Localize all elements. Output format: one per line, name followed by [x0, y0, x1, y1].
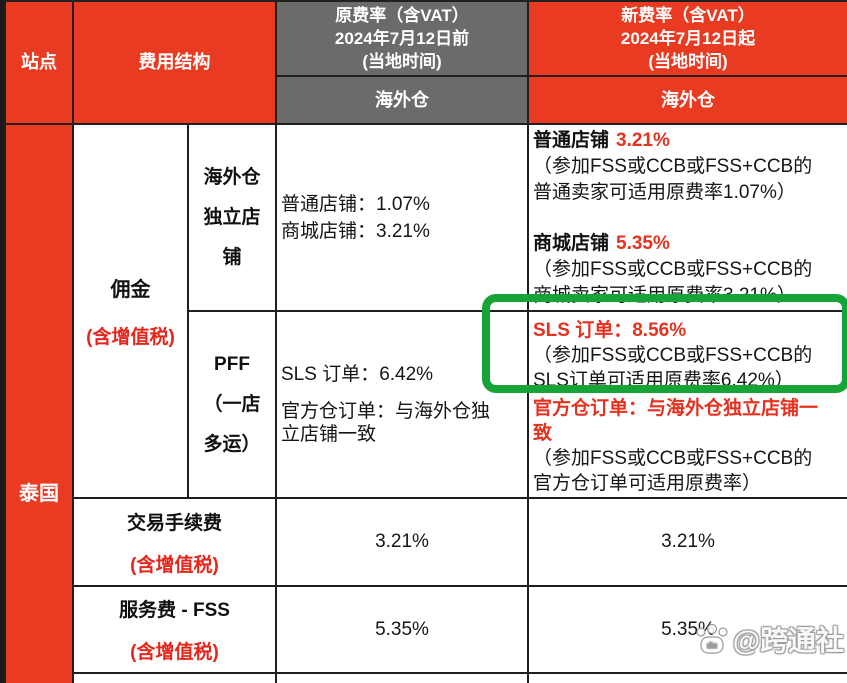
commission-label: 佣金 — [110, 279, 151, 301]
new-sls-note: （参加FSS或CCB或FSS+CCB的 — [533, 345, 813, 366]
partial-row-cell — [275, 672, 529, 683]
new-mall-shop-value: 5.35% — [616, 233, 670, 254]
new-mall-shop-note: （参加FSS或CCB或FSS+CCB的 — [533, 259, 813, 280]
partial-row-cell — [527, 672, 847, 683]
new-rate-title: 新费率（含VAT） — [621, 6, 755, 25]
header-fee-structure: 费用结构 — [72, 0, 277, 125]
new-official-warehouse-line: 官方仓订单：与海外仓独立店铺一 — [533, 398, 819, 419]
new-transaction-fee-value: 3.21% — [527, 497, 847, 587]
new-normal-shop-note: （参加FSS或CCB或FSS+CCB的 — [533, 156, 813, 177]
old-official-warehouse-line: 立店铺一致 — [281, 424, 377, 445]
old-rate-overseas-shop-cell: 普通店铺：1.07% 商城店铺：3.21% — [275, 123, 529, 312]
sidebar-site-cell: 泰国 — [4, 123, 74, 683]
old-rate-pff-cell: SLS 订单：6.42% 官方仓订单：与海外仓独 立店铺一致 — [275, 310, 529, 499]
new-normal-shop-value: 3.21% — [616, 130, 670, 151]
overseas-shop-label-line: 海外仓 — [203, 166, 261, 188]
commission-label-cell: 佣金 (含增值税) — [72, 123, 189, 499]
old-official-warehouse-line: 官方仓订单：与海外仓独 — [281, 401, 491, 422]
service-fee-label-cell: 服务费 - FSS (含增值税) — [72, 585, 277, 674]
new-official-warehouse-line: 致 — [533, 423, 553, 444]
overseas-shop-label-cell: 海外仓 独立店 铺 — [187, 123, 277, 312]
new-normal-shop-label: 普通店铺 — [533, 130, 610, 151]
old-mall-shop-rate: 商城店铺：3.21% — [281, 220, 430, 242]
new-mall-shop-note: 商城卖家可适用原费率3.21%） — [533, 285, 796, 306]
fee-table: 站点 费用结构 原费率（含VAT） 2024年7月12日前 (当地时间) 新费率… — [4, 0, 847, 683]
old-rate-timezone: (当地时间) — [362, 52, 442, 71]
new-rate-pff-cell: SLS 订单：8.56% （参加FSS或CCB或FSS+CCB的 SLS订单可适… — [527, 310, 847, 499]
old-service-fee-value: 5.35% — [275, 585, 529, 674]
service-fee-label: 服务费 - FSS — [119, 600, 230, 621]
new-rate-overseas-shop-cell: 普通店铺 3.21% （参加FSS或CCB或FSS+CCB的 普通卖家可适用原费率… — [527, 123, 847, 312]
old-rate-date: 2024年7月12日前 — [334, 29, 470, 48]
old-rate-title: 原费率（含VAT） — [335, 6, 469, 25]
header-site: 站点 — [4, 0, 74, 125]
paw-icon: du — [696, 623, 728, 654]
watermark: du @跨通社 — [694, 619, 844, 659]
new-normal-shop-note: 普通卖家可适用原费率1.07%） — [533, 182, 796, 203]
header-new-warehouse: 海外仓 — [527, 75, 847, 125]
header-old-rate: 原费率（含VAT） 2024年7月12日前 (当地时间) — [275, 0, 529, 77]
new-rate-timezone: (当地时间) — [648, 52, 728, 71]
new-mall-shop-label: 商城店铺 — [533, 233, 610, 254]
pff-label-line: （一店 — [203, 393, 261, 415]
overseas-shop-label-line: 独立店 — [203, 206, 261, 228]
overseas-shop-label-line: 铺 — [222, 246, 242, 268]
pff-label-line: 多运） — [203, 433, 261, 455]
header-new-rate: 新费率（含VAT） 2024年7月12日起 (当地时间) — [527, 0, 847, 77]
new-sls-note: SLS订单可适用原费率6.42%） — [533, 370, 794, 391]
header-old-warehouse: 海外仓 — [275, 75, 529, 125]
pff-label-cell: PFF （一店 多运） — [187, 310, 277, 499]
new-rate-date: 2024年7月12日起 — [620, 29, 756, 48]
transaction-fee-vat-note: (含增值税) — [130, 554, 219, 576]
watermark-text: @跨通社 — [732, 625, 844, 656]
new-official-warehouse-note: （参加FSS或CCB或FSS+CCB的 — [533, 448, 813, 469]
old-transaction-fee-value: 3.21% — [275, 497, 529, 587]
new-service-fee-value: 5.35% — [527, 585, 847, 674]
site-label: 泰国 — [19, 483, 59, 505]
transaction-fee-label-cell: 交易手续费 (含增值税) — [72, 497, 277, 587]
service-fee-vat-note: (含增值税) — [130, 642, 219, 663]
pff-label-line: PFF — [214, 353, 250, 375]
partial-row-cell — [72, 672, 277, 683]
old-normal-shop-rate: 普通店铺：1.07% — [281, 193, 430, 215]
transaction-fee-label: 交易手续费 — [126, 512, 222, 534]
paw-du-label: du — [707, 641, 717, 650]
commission-vat-note: (含增值税) — [86, 327, 175, 348]
new-official-warehouse-note: 官方仓订单可适用原费率） — [533, 473, 762, 494]
new-sls-rate: SLS 订单：8.56% — [533, 320, 687, 341]
old-sls-rate: SLS 订单：6.42% — [281, 364, 434, 385]
